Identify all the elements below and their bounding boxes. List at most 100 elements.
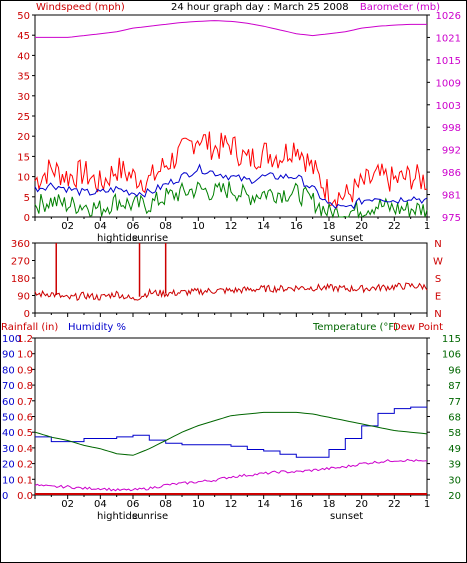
sunrise-label-bottom: sunrise: [132, 511, 168, 522]
temp-humidity-panel: 0 0.010 0.120 0.230 0.440 0.550 0.660 0.770 0.88…: [2, 334, 461, 522]
compass-label: W: [433, 257, 443, 268]
baro-y-tick-label: 1015: [436, 56, 461, 67]
temperature-axis-title: Temperature (°F): [312, 322, 398, 333]
baro-y-tick-label: 1021: [436, 33, 461, 44]
wind-barometer-panel: 0510152025303540455097598198699299810031…: [17, 11, 461, 244]
wind-y-tick-label: 40: [17, 51, 30, 62]
temp-y-tick-label: 77: [448, 397, 461, 408]
humidity-axis-title: Humidity %: [68, 322, 126, 333]
temp-x-tick-label: 10: [192, 499, 205, 510]
compass-label: N: [434, 309, 441, 320]
humidity-y-tick-label: 50: [2, 413, 15, 424]
temp-x-tick-label: 1: [424, 499, 430, 510]
baro-y-tick-label: 986: [442, 168, 461, 179]
sunset-label: sunset: [330, 233, 363, 244]
temp-plot-area: [34, 337, 428, 496]
temp-x-tick-label: 18: [323, 499, 336, 510]
direction-y-tick-label: 0: [24, 309, 30, 320]
wind-x-tick-label: 20: [355, 221, 368, 232]
baro-y-tick-label: 1009: [436, 78, 461, 89]
temp-y-tick-label: 58: [448, 428, 461, 439]
rain-y-tick-label: 0.1: [17, 475, 33, 486]
rainfall-axis-title: Rainfall (in): [1, 322, 58, 333]
barometer-axis-title: Barometer (mb): [360, 2, 440, 13]
sunset-label-bottom: sunset: [330, 511, 363, 522]
temp-x-tick-label: 02: [61, 499, 74, 510]
humidity-line: [35, 406, 427, 458]
humidity-y-tick-label: 90: [2, 350, 15, 361]
temp-y-tick-label: 30: [448, 475, 461, 486]
wind-y-tick-label: 35: [17, 72, 30, 83]
hightide-label-bottom: hightide: [97, 511, 138, 522]
temp-x-tick-label: 04: [94, 499, 107, 510]
direction-direction-line: [34, 282, 428, 301]
baro-y-tick-label: 975: [442, 213, 461, 224]
humidity-y-tick-label: 40: [2, 428, 15, 439]
wind-windspeed-line: [34, 163, 428, 210]
hightide-label: hightide: [97, 233, 138, 244]
humidity-y-tick-label: 100: [2, 334, 21, 345]
wind-plot-area: [34, 14, 428, 218]
wind-x-tick-label: 18: [323, 221, 336, 232]
rain-y-tick-label: 0.0: [17, 491, 33, 502]
wind-y-tick-label: 20: [17, 132, 30, 143]
wind-y-tick-label: 30: [17, 92, 30, 103]
direction-y-tick-label: 360: [11, 239, 30, 250]
wind-x-tick-label: 02: [61, 221, 74, 232]
dewpoint-axis-title: Dew Point: [393, 322, 443, 333]
rain-y-tick-label: 0.6: [17, 413, 33, 424]
direction-y-tick-label: 90: [17, 292, 30, 303]
temp-y-tick-label: 39: [448, 460, 461, 471]
temp-x-tick-label: 08: [159, 499, 172, 510]
wind-x-tick-label: 14: [257, 221, 270, 232]
temperature-line: [34, 411, 428, 456]
direction-plot-area: [34, 242, 428, 314]
chart-title: 24 hour graph day : March 25 2008: [171, 2, 349, 13]
humidity-y-tick-label: 0: [2, 491, 8, 502]
rain-y-tick-label: 0.5: [17, 428, 33, 439]
temp-x-tick-label: 14: [257, 499, 270, 510]
sunrise-label: sunrise: [132, 233, 168, 244]
wind-y-tick-label: 10: [17, 173, 30, 184]
compass-label: E: [435, 292, 441, 303]
wind-x-tick-label: 06: [127, 221, 140, 232]
temp-x-tick-label: 06: [127, 499, 140, 510]
temp-y-tick-label: 87: [448, 381, 461, 392]
baro-y-tick-label: 998: [442, 123, 461, 134]
wind-x-tick-label: 22: [388, 221, 401, 232]
direction-y-tick-label: 270: [11, 257, 30, 268]
barometer-line: [35, 20, 427, 38]
humidity-y-tick-label: 60: [2, 397, 15, 408]
wind-x-tick-label: 16: [290, 221, 303, 232]
rain-y-tick-label: 0.7: [17, 397, 33, 408]
temp-y-tick-label: 106: [442, 350, 461, 361]
temp-y-tick-label: 96: [448, 365, 461, 376]
rain-y-tick-label: 1.2: [17, 334, 33, 345]
humidity-y-tick-label: 20: [2, 460, 15, 471]
baro-y-tick-label: 992: [442, 146, 461, 157]
temp-x-tick-label: 16: [290, 499, 303, 510]
temp-x-tick-label: 12: [225, 499, 238, 510]
wind-x-tick-label: 12: [225, 221, 238, 232]
wind-y-tick-label: 45: [17, 31, 30, 42]
rain-y-tick-label: 1.0: [17, 350, 33, 361]
humidity-y-tick-label: 70: [2, 381, 15, 392]
humidity-y-tick-label: 30: [2, 444, 15, 455]
temp-y-tick-label: 68: [448, 413, 461, 424]
rain-y-tick-label: 0.8: [17, 381, 33, 392]
wind-y-tick-label: 0: [24, 213, 30, 224]
humidity-y-tick-label: 10: [2, 475, 15, 486]
wind-x-tick-label: 1: [424, 221, 430, 232]
rain-y-tick-label: 0.4: [17, 444, 33, 455]
wind-x-tick-label: 04: [94, 221, 107, 232]
wind-y-tick-label: 5: [24, 193, 30, 204]
windspeed-axis-title: Windspeed (mph): [36, 2, 125, 13]
rain-y-tick-label: 0.9: [17, 365, 33, 376]
wind-x-tick-label: 10: [192, 221, 205, 232]
rain-y-tick-label: 0.2: [17, 460, 33, 471]
wind-x-tick-label: 08: [159, 221, 172, 232]
direction-y-tick-label: 180: [11, 274, 30, 285]
